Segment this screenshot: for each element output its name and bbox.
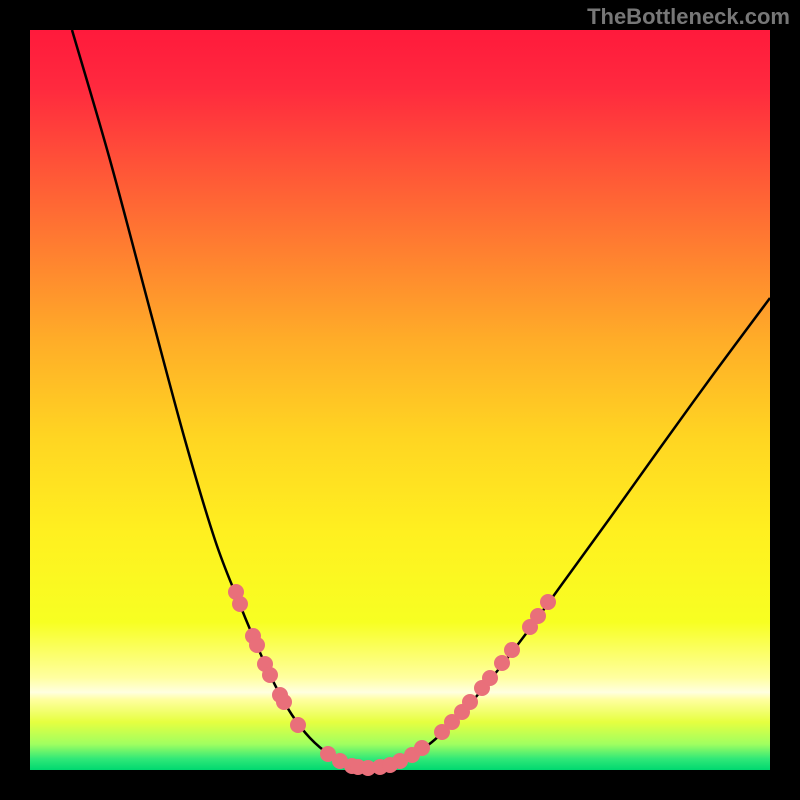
data-marker (262, 667, 278, 683)
data-marker (530, 608, 546, 624)
watermark-text: TheBottleneck.com (587, 4, 790, 30)
data-marker (462, 694, 478, 710)
chart-root: TheBottleneck.com (0, 0, 800, 800)
bottleneck-chart (0, 0, 800, 800)
data-marker (540, 594, 556, 610)
data-marker (482, 670, 498, 686)
plot-area (30, 30, 770, 770)
data-marker (290, 717, 306, 733)
data-marker (232, 596, 248, 612)
data-marker (249, 637, 265, 653)
data-marker (414, 740, 430, 756)
data-marker (276, 694, 292, 710)
data-marker (504, 642, 520, 658)
data-marker (494, 655, 510, 671)
